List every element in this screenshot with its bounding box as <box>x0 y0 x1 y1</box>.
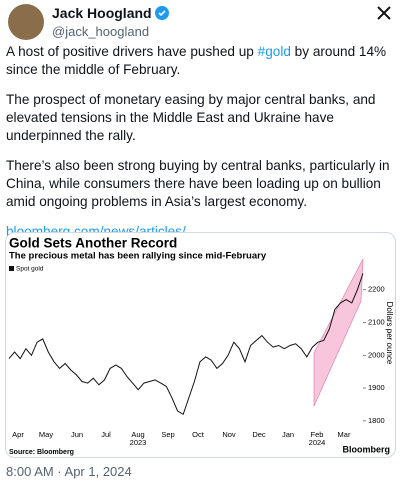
legend-label: Spot gold <box>16 266 44 273</box>
x-tick-label: Jan <box>282 430 294 439</box>
y-tick-label: 2200 <box>368 285 385 294</box>
chart-card[interactable]: Gold Sets Another Record The precious me… <box>5 232 396 458</box>
y-axis-label: Dollars per ounce <box>385 302 394 365</box>
verified-badge <box>155 6 170 20</box>
chart-subtitle: The precious metal has been rallying sin… <box>9 251 267 262</box>
tweet-body: A host of positive drivers have pushed u… <box>6 43 394 253</box>
trend-channel <box>313 258 364 407</box>
text: A host of positive drivers have pushed u… <box>6 44 258 59</box>
y-tick-label: 1900 <box>368 383 385 392</box>
paragraph: The prospect of monetary easing by major… <box>6 92 376 143</box>
brand: Bloomberg <box>342 444 390 454</box>
name-text[interactable]: Jack Hoogland <box>52 5 152 21</box>
y-tick-label: 1800 <box>368 416 385 425</box>
x-tick-label: Apr <box>12 430 24 439</box>
handle[interactable]: @jack_hoogland <box>52 24 150 39</box>
x-tick-label: Feb <box>311 430 324 439</box>
paragraph: There’s also been strong buying by centr… <box>6 158 390 209</box>
paragraph: A host of positive drivers have pushed u… <box>6 43 394 79</box>
y-tick-label: 2000 <box>368 350 385 359</box>
source: Source: Bloomberg <box>9 449 74 456</box>
x-year-label: 2023 <box>130 438 147 447</box>
legend-swatch <box>9 266 14 271</box>
x-tick-label: Mar <box>338 430 351 439</box>
x-logo[interactable] <box>377 6 391 20</box>
x-tick-label: Aug <box>131 430 144 439</box>
x-tick-label: Oct <box>192 430 205 439</box>
x-year-label: 2024 <box>309 438 326 447</box>
x-tick-label: Jul <box>101 430 111 439</box>
x-tick-label: Sep <box>161 430 174 439</box>
y-tick-label: 2100 <box>368 318 385 327</box>
x-tick-label: Dec <box>252 430 266 439</box>
price-line <box>8 273 364 416</box>
text: by around 14% since the middle of Februa… <box>6 44 387 77</box>
x-tick-label: Jun <box>71 430 83 439</box>
timestamp[interactable]: 8:00 AM · Apr 1, 2024 <box>6 464 132 479</box>
x-tick-label: May <box>39 430 53 439</box>
display-name[interactable]: Jack Hoogland <box>52 5 170 21</box>
x-tick-label: Nov <box>222 430 236 439</box>
chart-title: Gold Sets Another Record <box>9 236 177 251</box>
avatar[interactable] <box>8 4 44 40</box>
hashtag[interactable]: #gold <box>257 44 291 59</box>
